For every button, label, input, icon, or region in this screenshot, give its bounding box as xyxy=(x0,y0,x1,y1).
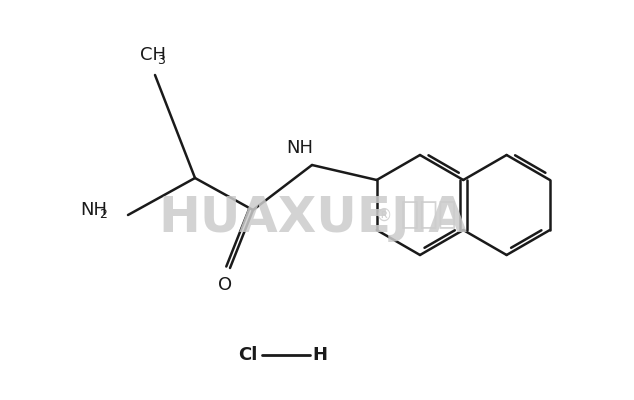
Text: HUAXUEJIA: HUAXUEJIA xyxy=(158,194,467,242)
Text: Cl: Cl xyxy=(238,346,257,364)
Text: 化学加: 化学加 xyxy=(390,200,456,230)
Text: ®: ® xyxy=(376,207,392,225)
Text: CH: CH xyxy=(140,46,166,64)
Text: NH: NH xyxy=(287,139,313,157)
Text: O: O xyxy=(218,276,232,294)
Text: 2: 2 xyxy=(99,208,107,222)
Text: 3: 3 xyxy=(157,54,165,66)
Text: H: H xyxy=(313,346,328,364)
Text: NH: NH xyxy=(80,201,107,219)
